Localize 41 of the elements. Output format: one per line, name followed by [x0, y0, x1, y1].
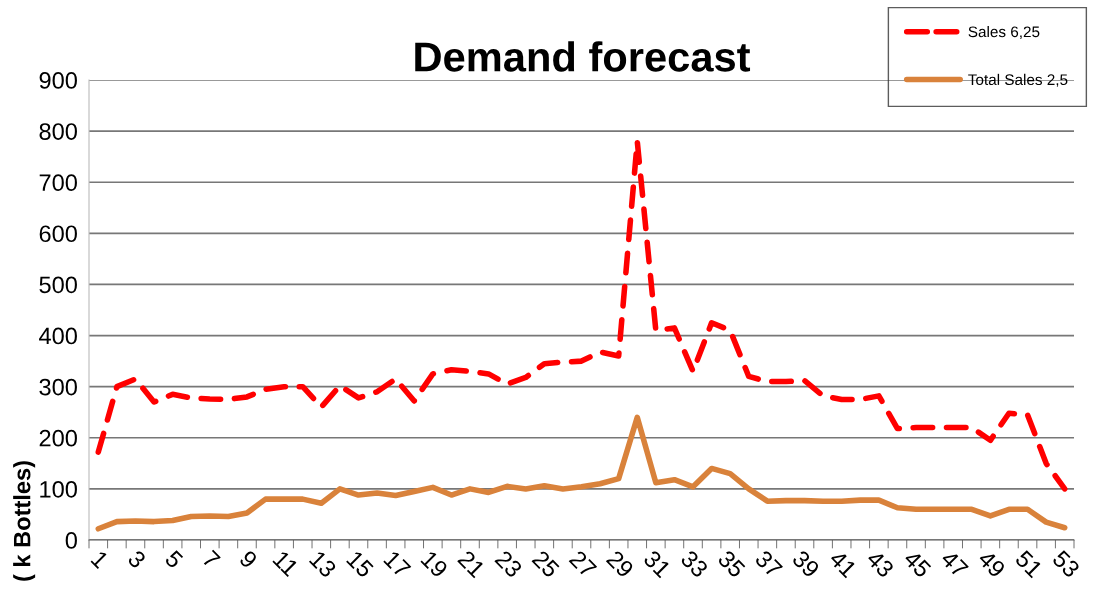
- x-tick-label: 13: [308, 550, 338, 579]
- x-tick-label: 1: [90, 550, 110, 569]
- x-tick-label: 41: [828, 549, 858, 579]
- y-tick-label: 500: [39, 276, 77, 294]
- y-tick-label: 600: [39, 225, 77, 243]
- x-tick-label: 7: [201, 549, 221, 569]
- x-tick-label: 43: [865, 549, 895, 579]
- y-tick-label: 400: [39, 327, 77, 345]
- y-tick-label: 900: [39, 72, 77, 89]
- x-tick-label: 45: [902, 549, 932, 579]
- legend-label: Sales 6,25: [968, 25, 1040, 39]
- x-tick-label: 33: [679, 549, 709, 579]
- y-axis-title: ( k Bottles): [13, 461, 36, 581]
- chart-title: Demand forecast: [415, 41, 751, 72]
- x-tick-label: 5: [164, 549, 184, 570]
- x-tick-label: 9: [238, 549, 259, 570]
- x-tick-label: 37: [754, 549, 784, 579]
- x-tick-label: 51: [1014, 549, 1044, 579]
- x-tick-label: 31: [642, 549, 672, 579]
- y-tick-label: 800: [39, 123, 77, 140]
- x-tick-label: 39: [791, 549, 821, 579]
- y-tick-label: 0: [65, 532, 77, 549]
- x-tick-label: 3: [126, 549, 147, 570]
- x-tick-label: 53: [1051, 549, 1081, 579]
- x-tick-label: 23: [494, 549, 524, 579]
- x-tick-label: 11: [272, 550, 300, 577]
- x-tick-label: 27: [568, 549, 598, 579]
- y-tick-label: 100: [40, 480, 77, 498]
- y-tick-label: 700: [39, 174, 77, 192]
- x-tick-label: 21: [457, 549, 486, 579]
- y-tick-label: 300: [39, 378, 77, 396]
- x-tick-label: 47: [939, 549, 969, 579]
- y-tick-label: 200: [39, 429, 77, 447]
- x-tick-label: 49: [976, 549, 1007, 579]
- x-tick-label: 15: [345, 550, 375, 579]
- legend-label: Total Sales 2,5: [968, 73, 1068, 87]
- x-tick-label: 29: [605, 549, 635, 579]
- x-tick-label: 25: [531, 549, 561, 579]
- x-tick-label: 19: [420, 550, 449, 579]
- x-tick-label: 17: [383, 550, 412, 579]
- x-tick-label: 35: [717, 549, 747, 579]
